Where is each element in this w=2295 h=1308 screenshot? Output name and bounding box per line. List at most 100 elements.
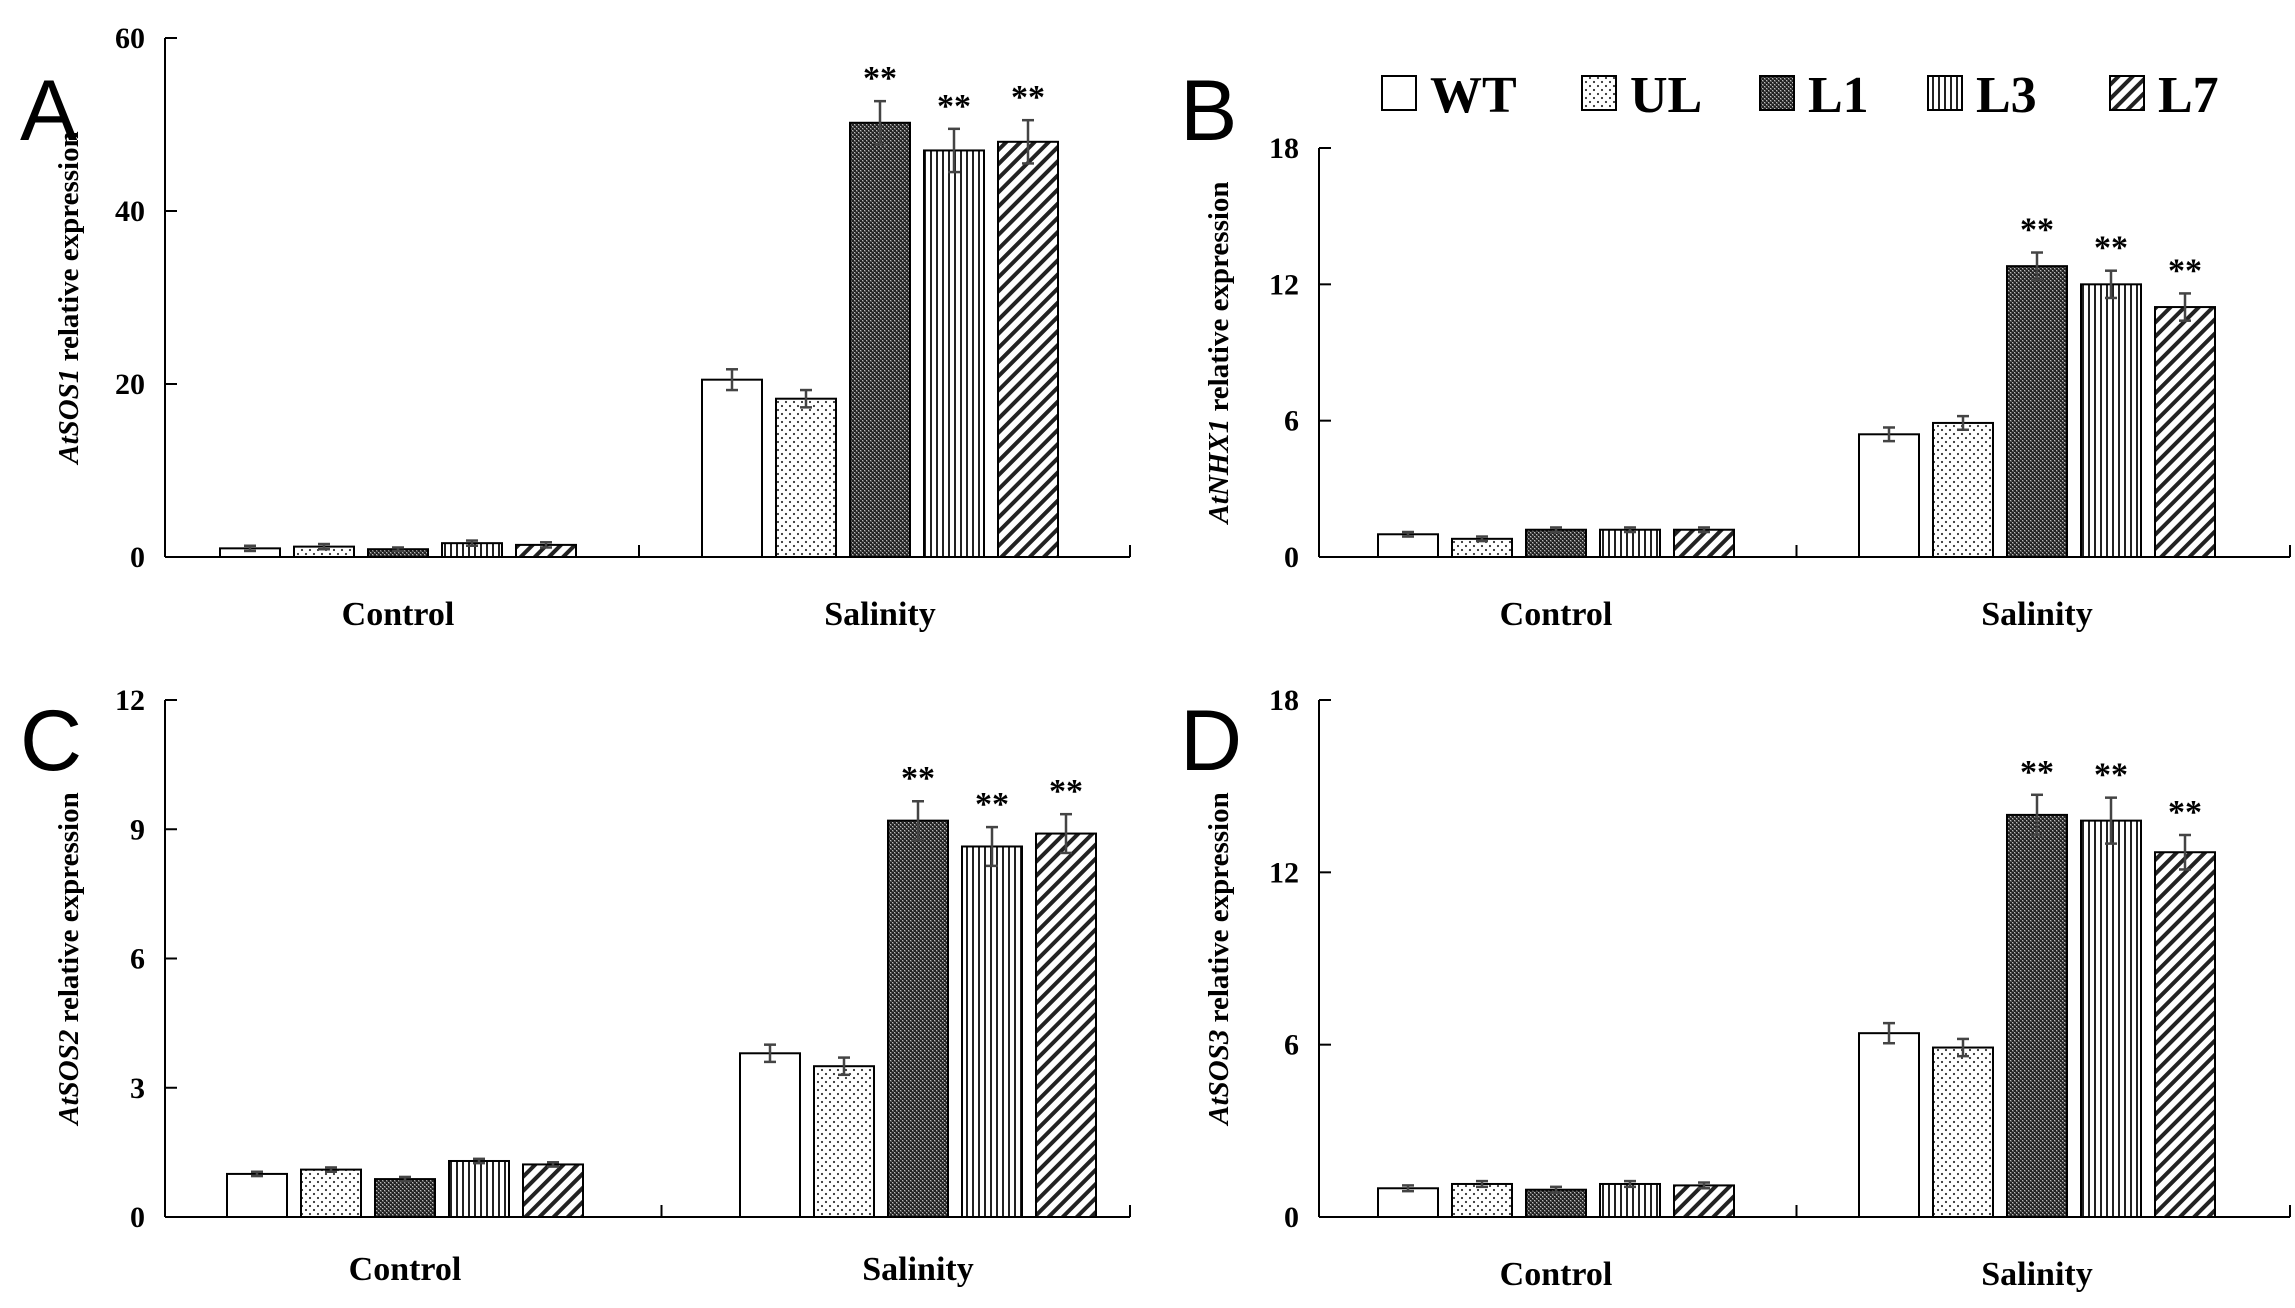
legend-swatch-l1 [1759, 75, 1795, 111]
bar-l1 [849, 121, 911, 559]
bar-l7 [1673, 528, 1735, 559]
y-tick-label: 20 [115, 368, 145, 401]
bar-wt [701, 378, 763, 558]
bar-l1 [374, 1178, 436, 1219]
y-axis-label: AtSOS2 relative expression [53, 792, 85, 1126]
category-label: Salinity [1981, 596, 2092, 633]
legend-swatch-wt [1381, 75, 1417, 111]
category-label: Salinity [824, 596, 935, 633]
panel-letter: D [1180, 693, 1242, 789]
bar-l7 [1035, 832, 1097, 1219]
category-label: Control [1500, 596, 1613, 633]
bar-l1 [2006, 813, 2068, 1219]
bar-ul [813, 1065, 875, 1219]
significance-label: ** [1049, 773, 1083, 810]
y-tick-label: 12 [1269, 268, 1299, 301]
bar-ul [1932, 421, 1994, 559]
bar-l7 [1673, 1184, 1735, 1218]
category-label: Control [1500, 1256, 1613, 1293]
y-tick-label: 0 [130, 1201, 145, 1234]
y-tick-label: 0 [1284, 1201, 1299, 1234]
y-tick-label: 0 [1284, 541, 1299, 574]
category-label: Salinity [862, 1251, 973, 1288]
bar-l7 [997, 140, 1059, 559]
category-label: Control [342, 596, 455, 633]
bar-l1 [1525, 528, 1587, 559]
y-tick-label: 3 [130, 1072, 145, 1105]
bar-wt [1858, 1032, 1920, 1218]
legend-swatch-l3 [1927, 75, 1963, 111]
significance-label: ** [975, 786, 1009, 823]
significance-label: ** [901, 760, 935, 797]
y-tick-label: 40 [115, 195, 145, 228]
y-tick-label: 6 [1284, 1029, 1299, 1062]
significance-label: ** [1011, 79, 1045, 116]
y-tick-label: 6 [1284, 405, 1299, 438]
significance-label: ** [2168, 252, 2202, 289]
legend: WT UL L1 L3 L7 [1381, 67, 2219, 124]
bar-l3 [448, 1159, 510, 1219]
bar-l3 [961, 845, 1023, 1218]
legend-swatch-l7 [2109, 75, 2145, 111]
y-axis-label-text: relative expression [53, 131, 85, 368]
significance-label: ** [2094, 230, 2128, 267]
y-axis-label: AtSOS1 relative expression [53, 131, 85, 465]
panel-b: B 0 6 12 18 AtNHX1 relative expression Control… [1180, 63, 2291, 633]
category-label: Salinity [1981, 1256, 2092, 1293]
legend-label-wt: WT [1430, 67, 1517, 124]
panel-d: D 0 6 12 18 AtSOS3 relative expression Control… [1180, 684, 2291, 1293]
bar-wt [1377, 1187, 1439, 1219]
bar-l3 [923, 149, 985, 558]
bar-ul [1932, 1046, 1994, 1219]
legend-swatch-ul [1581, 75, 1617, 111]
bar-wt [226, 1172, 288, 1218]
bar-l7 [2154, 306, 2216, 558]
bar-ul [300, 1168, 362, 1218]
panel-letter: C [20, 693, 82, 789]
y-axis-label-text: relative expression [1203, 792, 1235, 1029]
y-axis-label-gene: AtNHX1 [1203, 419, 1235, 526]
bar-l3 [1599, 528, 1661, 559]
bar-ul [1451, 1182, 1513, 1219]
panel-letter: A [20, 63, 78, 159]
significance-label: ** [863, 60, 897, 97]
bar-l1 [2006, 265, 2068, 558]
panel-a: A 0 20 40 60 AtSOS1 relative expression Contro… [20, 22, 1131, 633]
y-axis-label-gene: AtSOS3 [1203, 1030, 1235, 1127]
bar-l3 [2080, 819, 2142, 1219]
bar-l7 [2154, 851, 2216, 1218]
y-axis-label-gene: AtSOS1 [53, 369, 85, 466]
significance-label: ** [2094, 757, 2128, 794]
y-axis-label-gene: AtSOS2 [53, 1030, 85, 1127]
y-tick-label: 0 [130, 541, 145, 574]
bar-l3 [2080, 283, 2142, 558]
y-tick-label: 12 [115, 684, 145, 717]
bar-l7 [522, 1163, 584, 1219]
bar-l1 [887, 819, 949, 1219]
legend-label-l1: L1 [1808, 67, 1869, 124]
y-tick-label: 60 [115, 22, 145, 55]
significance-label: ** [937, 88, 971, 125]
significance-label: ** [2168, 794, 2202, 831]
y-axis-label: AtNHX1 relative expression [1203, 181, 1235, 525]
y-tick-label: 6 [130, 943, 145, 976]
panel-c: C 0 3 6 9 12 AtSOS2 relative expression Control… [20, 684, 1131, 1288]
category-label: Control [349, 1251, 462, 1288]
bar-wt [1858, 433, 1920, 558]
y-axis-label-text: relative expression [53, 792, 85, 1029]
y-tick-label: 12 [1269, 856, 1299, 889]
y-axis-label: AtSOS3 relative expression [1203, 792, 1235, 1126]
bar-l3 [1599, 1182, 1661, 1219]
legend-label-ul: UL [1630, 67, 1702, 124]
bar-ul [775, 397, 837, 558]
y-tick-label: 18 [1269, 684, 1299, 717]
significance-label: ** [2020, 754, 2054, 791]
y-tick-label: 9 [130, 813, 145, 846]
significance-label: ** [2020, 212, 2054, 249]
y-tick-label: 18 [1269, 132, 1299, 165]
legend-label-l7: L7 [2158, 67, 2219, 124]
bar-wt [739, 1052, 801, 1218]
y-axis-label-text: relative expression [1203, 181, 1235, 418]
panel-letter: B [1180, 63, 1237, 159]
